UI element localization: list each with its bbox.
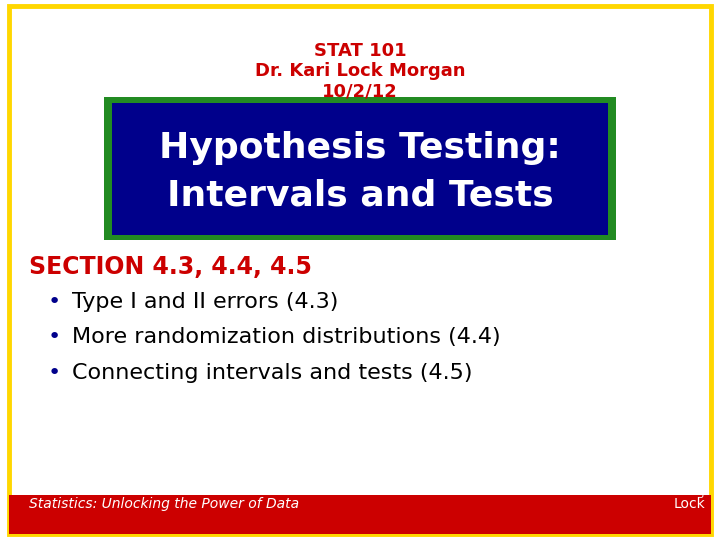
Text: Lock: Lock xyxy=(673,497,705,511)
Text: •: • xyxy=(48,362,60,383)
Text: 5: 5 xyxy=(697,490,703,500)
FancyBboxPatch shape xyxy=(9,495,711,534)
FancyBboxPatch shape xyxy=(112,103,608,235)
Text: •: • xyxy=(48,292,60,313)
Text: Dr. Kari Lock Morgan: Dr. Kari Lock Morgan xyxy=(255,62,465,80)
Text: •: • xyxy=(48,327,60,348)
Text: SECTION 4.3, 4.4, 4.5: SECTION 4.3, 4.4, 4.5 xyxy=(29,255,312,279)
Text: Intervals and Tests: Intervals and Tests xyxy=(166,179,554,212)
Text: 10/2/12: 10/2/12 xyxy=(322,82,398,100)
Text: Statistics: Unlocking the Power of Data: Statistics: Unlocking the Power of Data xyxy=(29,497,299,511)
Text: STAT 101: STAT 101 xyxy=(314,42,406,60)
Text: Connecting intervals and tests (4.5): Connecting intervals and tests (4.5) xyxy=(72,362,472,383)
Text: Hypothesis Testing:: Hypothesis Testing: xyxy=(159,131,561,165)
Text: Type I and II errors (4.3): Type I and II errors (4.3) xyxy=(72,292,338,313)
FancyBboxPatch shape xyxy=(9,6,711,534)
Text: More randomization distributions (4.4): More randomization distributions (4.4) xyxy=(72,327,500,348)
FancyBboxPatch shape xyxy=(104,97,616,240)
